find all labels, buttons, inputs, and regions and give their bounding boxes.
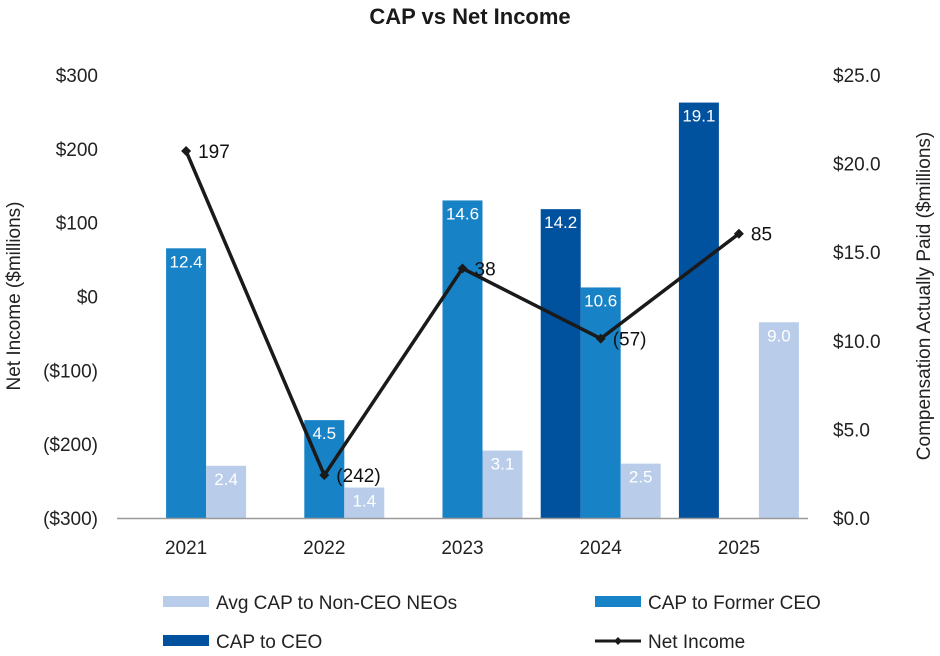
left-axis-title: Net Income ($millions) — [4, 202, 25, 391]
legend-item: Avg CAP to Non-CEO NEOs — [163, 593, 457, 614]
x-tick-label: 2024 — [580, 538, 623, 559]
legend-item: CAP to Former CEO — [595, 593, 821, 614]
net-income-value-label: 85 — [751, 225, 772, 246]
bar-avg-cap-to-non-ceo-neos — [482, 450, 523, 518]
left-tick-label: $100 — [56, 214, 98, 235]
right-tick-label: $0.0 — [833, 509, 870, 530]
legend-label: CAP to Former CEO — [648, 593, 821, 614]
right-tick-label: $25.0 — [833, 66, 881, 87]
bar-cap-to-former-ceo — [304, 420, 345, 518]
net-income-marker — [319, 470, 330, 481]
right-axis-ticks: $25.0 $20.0 $15.0 $10.0 $5.0 $0.0 — [833, 66, 881, 530]
x-tick-label: 2022 — [303, 538, 345, 559]
net-income-value-label: 197 — [198, 142, 230, 163]
net-income-value-label: (242) — [336, 466, 380, 487]
right-tick-label: $10.0 — [833, 332, 881, 353]
bar-avg-cap-to-non-ceo-neos — [206, 465, 247, 518]
net-income-value-label: 38 — [475, 259, 496, 280]
bar-avg-cap-to-non-ceo-neos — [620, 463, 661, 518]
bar-value-label: 19.1 — [682, 107, 715, 126]
net-income-marker — [457, 263, 468, 274]
left-tick-label: $0 — [77, 288, 98, 309]
legend: Avg CAP to Non-CEO NEOs CAP to Former CEO… — [163, 593, 821, 653]
right-tick-label: $15.0 — [833, 243, 881, 264]
right-axis-title: Compensation Actually Paid ($millions) — [914, 132, 935, 460]
bar-cap-to-former-ceo — [442, 200, 483, 518]
legend-swatch — [595, 596, 641, 607]
net-income-line-layer: 197 (242) 38 (57) 85 — [181, 142, 772, 487]
bar-value-label: 3.1 — [491, 455, 515, 474]
bar-value-label: 1.4 — [352, 492, 376, 511]
legend-label: CAP to CEO — [216, 632, 322, 653]
net-income-value-label: (57) — [613, 330, 647, 351]
x-tick-label: 2021 — [165, 538, 207, 559]
bar-cap-to-ceo — [540, 209, 581, 518]
legend-item: Net Income — [595, 632, 745, 653]
right-tick-label: $5.0 — [833, 420, 870, 441]
bar-value-label: 10.6 — [584, 291, 617, 310]
x-axis-ticks: 2021 2022 2023 2024 2025 — [165, 538, 760, 559]
left-tick-label: ($100) — [43, 361, 98, 382]
legend-label: Avg CAP to Non-CEO NEOs — [216, 593, 457, 614]
bar-value-label: 9.0 — [767, 326, 791, 345]
net-income-marker — [733, 228, 744, 239]
net-income-marker — [595, 333, 606, 344]
bar-avg-cap-to-non-ceo-neos — [758, 322, 799, 518]
legend-swatch — [163, 596, 209, 607]
bar-cap-to-former-ceo — [166, 248, 207, 519]
bar-value-label: 4.5 — [312, 424, 336, 443]
chart-title: CAP vs Net Income — [369, 4, 570, 29]
bar-value-label: 12.4 — [170, 252, 203, 271]
x-tick-label: 2023 — [441, 538, 483, 559]
right-tick-label: $20.0 — [833, 155, 881, 176]
bar-avg-cap-to-non-ceo-neos — [344, 487, 385, 518]
left-tick-label: $200 — [56, 140, 98, 161]
bar-cap-to-former-ceo — [580, 287, 621, 518]
net-income-marker — [181, 146, 192, 157]
legend-item: CAP to CEO — [163, 632, 322, 653]
left-axis-ticks: $300 $200 $100 $0 ($100) ($200) ($300) — [43, 66, 98, 530]
bar-value-label: 2.4 — [214, 470, 238, 489]
left-tick-label: $300 — [56, 66, 98, 87]
bar-value-label: 2.5 — [629, 468, 653, 487]
legend-diamond-marker — [614, 637, 622, 645]
bar-value-label: 14.2 — [544, 213, 577, 232]
left-tick-label: ($300) — [43, 509, 98, 530]
legend-label: Net Income — [648, 632, 745, 653]
left-tick-label: ($200) — [43, 435, 98, 456]
x-tick-label: 2025 — [718, 538, 760, 559]
legend-swatch — [163, 635, 209, 646]
bar-value-label: 14.6 — [446, 204, 479, 223]
bar-cap-to-ceo — [678, 102, 719, 518]
bars: 12.4 2.4 4.5 1.4 14.6 3.1 14.2 10.6 2.5 19.1 9.0 — [166, 102, 799, 519]
